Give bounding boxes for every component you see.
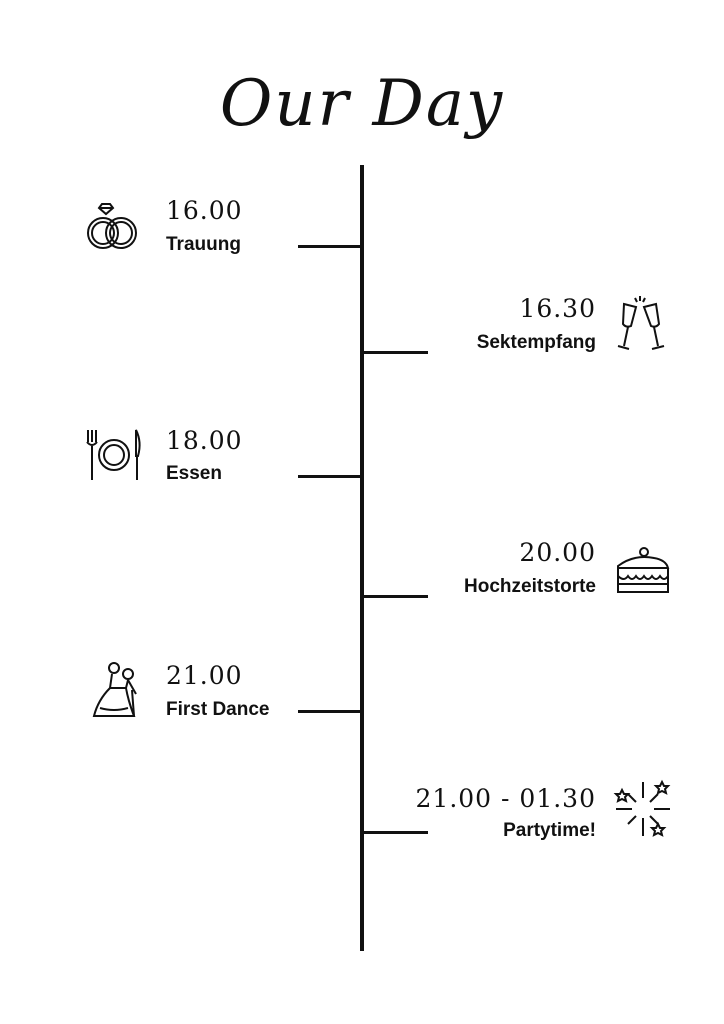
timeline-tick [298,245,362,248]
event-label: Sektempfang [476,332,596,353]
event-label: First Dance [166,699,270,720]
event-label: Partytime! [503,820,596,841]
event-time: 16.30 [519,294,596,323]
event-label: Hochzeitstorte [464,576,596,597]
timeline-tick [362,831,428,834]
title-text: Our Day [220,67,504,141]
timeline-tick [362,351,428,354]
timeline-tick [298,475,362,478]
timeline-spine [360,165,364,951]
event-time: 18.00 [166,426,243,455]
event-time: 20.00 [519,538,596,567]
fireworks-icon [612,778,674,840]
plate-cutlery-icon [84,428,144,484]
event-time: 21.00 [166,661,243,690]
cake-slice-icon [614,546,672,598]
timeline-tick [298,710,362,713]
event-time: 16.00 [166,196,243,225]
page-title: Our Day [0,55,724,165]
champagne-glasses-icon [614,294,666,356]
timeline-tick [362,595,428,598]
dancing-couple-icon [88,660,144,722]
event-label: Essen [166,463,222,484]
event-label: Trauung [166,234,241,255]
wedding-rings-icon [82,200,142,252]
event-time: 21.00 - 01.30 [415,784,596,813]
